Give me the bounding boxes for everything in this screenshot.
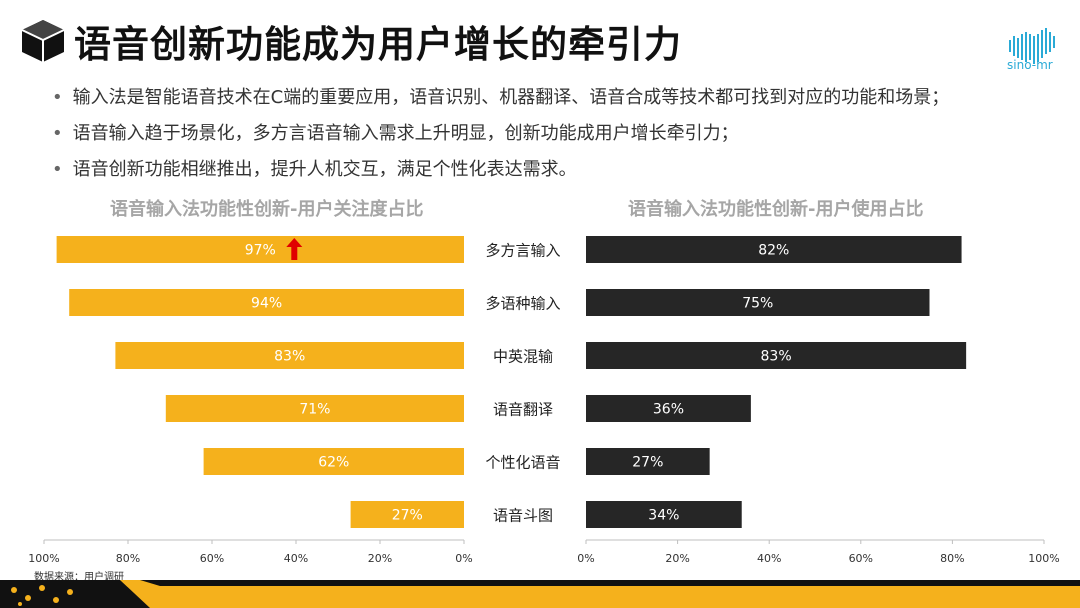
right-bar: [586, 289, 930, 316]
right-bar: [586, 342, 967, 369]
sino-mr-logo-icon: [1009, 28, 1055, 64]
right-chart-title: 语音输入法功能性创新-用户使用占比: [628, 199, 924, 220]
right-tick-label: 0%: [577, 552, 594, 565]
left-tick-label: 80%: [116, 552, 140, 565]
right-bar-label: 27%: [632, 455, 663, 471]
left-tick-label: 0%: [455, 552, 472, 565]
footer-band: [0, 580, 1080, 608]
right-bar: [586, 236, 962, 263]
left-bar: [350, 501, 464, 528]
left-chart-title: 语音输入法功能性创新-用户关注度占比: [110, 199, 424, 220]
right-tick-label: 100%: [1028, 552, 1059, 565]
bullet-list: 输入法是智能语音技术在C端的重要应用，语音识别、机器翻译、语音合成等技术都可找到…: [52, 80, 950, 188]
category-label: 多方言输入: [485, 242, 560, 260]
left-bar-label: 97%: [245, 243, 276, 259]
bullet-item: 语音创新功能相继推出，提升人机交互，满足个性化表达需求。: [52, 152, 949, 188]
left-bar: [56, 236, 464, 263]
left-tick-label: 60%: [200, 552, 224, 565]
right-bar-label: 83%: [761, 349, 792, 365]
right-bar: [586, 501, 742, 528]
page-title: 语音创新功能成为用户增长的牵引力: [74, 23, 682, 66]
left-bar: [69, 289, 464, 316]
right-bar-label: 82%: [758, 243, 789, 259]
category-label: 语音翻译: [493, 401, 553, 419]
right-tick-label: 80%: [940, 552, 964, 565]
left-bar: [165, 395, 465, 422]
right-tick-label: 20%: [665, 552, 689, 565]
category-label: 个性化语音: [485, 454, 560, 472]
cube-icon: [21, 20, 65, 62]
left-bar-label: 62%: [318, 455, 349, 471]
category-label: 中英混输: [493, 348, 553, 366]
up-arrow-icon: [286, 238, 303, 260]
logo-text: sino-mr: [1007, 58, 1053, 72]
left-tick-label: 20%: [368, 552, 392, 565]
left-bar-label: 83%: [274, 349, 305, 365]
left-bar-label: 71%: [299, 402, 330, 418]
left-tick-label: 100%: [28, 552, 59, 565]
left-bar: [203, 448, 464, 475]
right-tick-label: 60%: [849, 552, 873, 565]
left-bar-label: 94%: [251, 296, 282, 312]
left-tick-label: 40%: [284, 552, 308, 565]
right-tick-label: 40%: [757, 552, 781, 565]
right-bar-label: 36%: [653, 402, 684, 418]
bullet-item: 输入法是智能语音技术在C端的重要应用，语音识别、机器翻译、语音合成等技术都可找到…: [52, 80, 950, 116]
right-bar-label: 34%: [648, 508, 679, 524]
left-bar: [115, 342, 465, 369]
right-bar: [586, 395, 751, 422]
bullet-item: 语音输入趋于场景化，多方言语音输入需求上升明显，创新功能成用户增长牵引力；: [52, 116, 949, 152]
right-bar-label: 75%: [742, 296, 773, 312]
right-bar: [586, 448, 710, 475]
data-source: 数据来源：用户调研: [34, 572, 124, 583]
category-label: 多语种输入: [485, 295, 560, 313]
left-bar-label: 27%: [392, 508, 423, 524]
category-label: 语音斗图: [493, 507, 553, 525]
